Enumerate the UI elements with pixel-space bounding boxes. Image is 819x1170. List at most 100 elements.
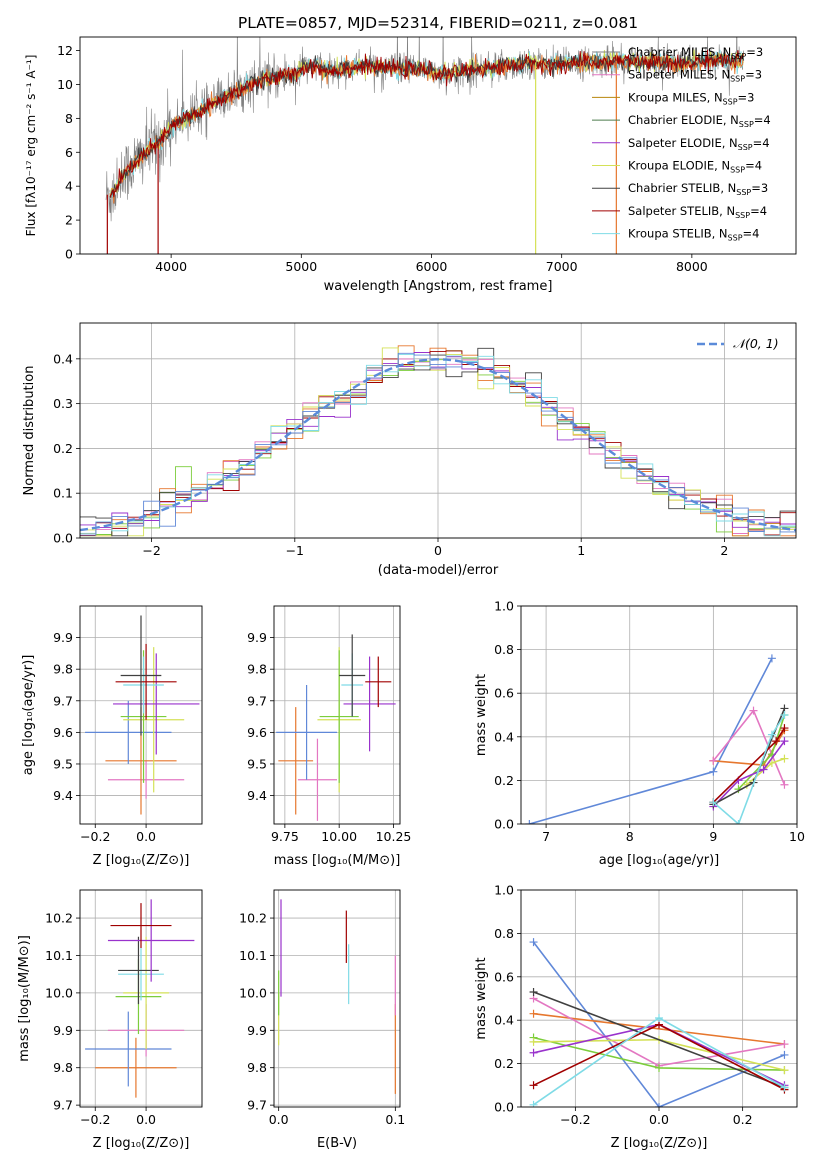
y-tick-label: 9.5: [53, 756, 73, 771]
x-axis-label: wavelength [Angstrom, rest frame]: [324, 279, 553, 294]
weight-series-6: [712, 740, 786, 808]
weight-marker: [780, 724, 789, 733]
y-tick-label: 0.6: [494, 969, 514, 984]
axes-frame: [79, 36, 797, 255]
y-tick-label: 0.8: [494, 642, 514, 657]
weight-marker: [767, 730, 776, 739]
weight-marker: [529, 1009, 538, 1018]
x-tick-label: −0.2: [560, 1112, 590, 1127]
x-axis-label: E(B-V): [317, 1136, 357, 1151]
x-axis-label: Z [log₁₀(Z/Z⊙)]: [93, 1136, 190, 1151]
x-tick-label: 6000: [416, 259, 448, 274]
y-tick-label: 9.8: [53, 662, 73, 677]
weight-marker: [780, 1083, 789, 1092]
x-tick-label: 0: [434, 543, 442, 558]
chart-age_vs_Z: −0.2 0.0 9.4 9.5 9.6 9.7 9.8 9.9 Z [log₁₀(Z/Z⊙)]…: [21, 605, 203, 868]
y-tick-label: 0.4: [494, 729, 514, 744]
weight-marker: [734, 820, 743, 824]
y-axis-label: mass weight: [474, 674, 489, 756]
x-tick-label: 7: [542, 829, 550, 844]
weight-marker: [525, 820, 534, 824]
weight-marker: [759, 765, 768, 774]
y-tick-label: 9.8: [247, 1060, 267, 1075]
chart-mass_weight_vs_Z: −0.2 0.0 0.2 0.0 0.2 0.4 0.6 0.8 1.0 Z [log₁₀(Z/Z…: [474, 883, 798, 1151]
y-tick-label: 12: [57, 43, 73, 58]
x-tick-label: −0.2: [80, 829, 110, 844]
x-axis-label: Z [log₁₀(Z/Z⊙)]: [611, 1136, 708, 1151]
axes-frame: [79, 322, 797, 539]
chart-spectrum: 4000 5000 6000 7000 8000 0 2 4 6 8 10 12 wavelength …: [24, 36, 797, 294]
y-tick-label: 10.0: [45, 985, 73, 1000]
x-tick-label: 10.00: [321, 829, 357, 844]
y-tick-label: 0.0: [53, 531, 73, 546]
weight-marker: [780, 780, 789, 789]
weight-marker: [780, 1040, 789, 1049]
x-tick-label: 0.0: [136, 829, 156, 844]
legend-entry: Kroupa MILES, NSSP=3: [628, 90, 754, 106]
weight-marker: [780, 1050, 789, 1059]
plot-area: [278, 899, 396, 1094]
y-tick-label: 9.7: [53, 1098, 73, 1113]
weight-marker: [529, 1100, 538, 1107]
y-tick-label: 6: [65, 145, 73, 160]
weight-marker: [655, 1103, 663, 1107]
legend-entry: Salpeter ELODIE, NSSP=4: [628, 136, 770, 152]
y-tick-label: 10.2: [239, 911, 267, 926]
y-tick-label: 9.4: [247, 788, 267, 803]
y-tick-label: 9.8: [247, 662, 267, 677]
y-axis-label: Flux [fλ10⁻¹⁷ erg cm⁻² s⁻¹ A⁻¹]: [24, 55, 38, 237]
histogram-series-1: [80, 358, 796, 537]
y-tick-label: 0: [65, 247, 73, 262]
chart-mass_vs_Z: −0.2 0.0 9.7 9.8 9.9 10.0 10.1 10.2 Z [log₁₀(Z/Z…: [17, 889, 203, 1151]
y-tick-label: 10.1: [239, 948, 267, 963]
y-tick-label: 9.8: [53, 1060, 73, 1075]
y-tick-label: 9.5: [247, 756, 267, 771]
plot-area: [80, 345, 796, 537]
y-tick-label: 0.6: [494, 686, 514, 701]
legend-entry: Chabrier STELIB, NSSP=3: [628, 181, 768, 197]
y-tick-label: 9.7: [53, 693, 73, 708]
weight-marker: [655, 1063, 663, 1072]
y-tick-label: 0.8: [494, 926, 514, 941]
weight-marker: [529, 987, 538, 996]
weight-marker: [529, 1048, 538, 1057]
y-tick-label: 9.7: [247, 693, 267, 708]
x-tick-label: 4000: [155, 259, 187, 274]
weight-marker: [709, 767, 718, 776]
chart-age_vs_mass: 9.75 10.00 10.25 9.4 9.5 9.6 9.7 9.8 9.9 mass [lo…: [247, 605, 411, 868]
series-model-5: [109, 49, 744, 198]
y-tick-label: 0.2: [494, 773, 514, 788]
weight-marker: [709, 756, 718, 765]
plot-area: [105, 37, 745, 254]
y-tick-label: 0.2: [53, 441, 73, 456]
weight-marker: [529, 938, 538, 947]
weight-marker: [529, 1037, 538, 1046]
weight-series-2: [533, 1012, 785, 1045]
x-tick-label: 9.75: [271, 829, 299, 844]
x-axis-label: (data-model)/error: [378, 563, 499, 578]
plot-area: [525, 654, 789, 824]
x-tick-label: 2: [720, 543, 728, 558]
histogram-series-9: [80, 352, 796, 536]
x-tick-label: 10: [789, 829, 805, 844]
legend-entry: 𝒩(0, 1): [733, 336, 779, 351]
y-tick-label: 9.9: [53, 1023, 73, 1038]
x-axis-label: age [log₁₀(age/yr)]: [599, 853, 720, 868]
y-tick-label: 10: [57, 77, 73, 92]
legend-entry: Chabrier ELODIE, NSSP=4: [628, 113, 771, 129]
axes-frame: [520, 889, 798, 1108]
legend-entry: Kroupa ELODIE, NSSP=4: [628, 159, 762, 175]
weight-marker: [780, 737, 789, 746]
y-tick-label: 10.0: [239, 985, 267, 1000]
legend-entry: Chabrier MILES, NSSP=3: [628, 45, 763, 61]
legend-entry: Salpeter MILES, NSSP=3: [628, 68, 762, 84]
y-tick-label: 0.0: [494, 1100, 514, 1115]
axes-frame: [273, 889, 401, 1108]
x-tick-label: 0.0: [136, 1112, 156, 1127]
figure-title: PLATE=0857, MJD=52314, FIBERID=0211, z=0…: [238, 14, 638, 32]
x-tick-label: 5000: [285, 259, 317, 274]
weight-marker: [709, 798, 718, 807]
x-tick-label: 0.2: [733, 1112, 753, 1127]
y-axis-label: age [log₁₀(age/yr)]: [21, 655, 36, 776]
